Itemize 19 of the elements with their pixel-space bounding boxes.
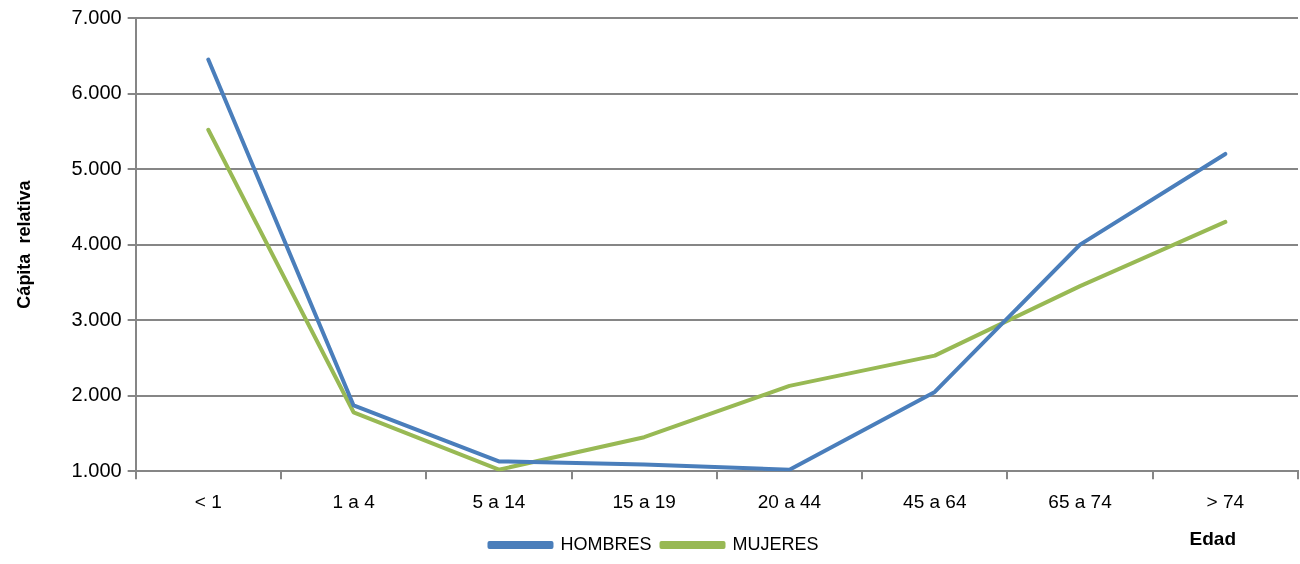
y-tick-label: 6.000 bbox=[71, 81, 122, 104]
legend-label: MUJERES bbox=[732, 533, 819, 554]
x-axis-title: Edad bbox=[1189, 528, 1236, 550]
x-tick-label: > 74 bbox=[1206, 490, 1245, 512]
y-tick-label: 7.000 bbox=[71, 5, 122, 28]
legend-label: HOMBRES bbox=[560, 533, 652, 554]
x-tick-label: 65 a 74 bbox=[1048, 490, 1113, 512]
x-tick-label: < 1 bbox=[194, 490, 222, 512]
y-tick-label: 5.000 bbox=[71, 156, 122, 179]
x-tick-label: 15 a 19 bbox=[612, 490, 676, 512]
x-tick-label: 45 a 64 bbox=[903, 490, 967, 512]
x-tick-label: 1 a 4 bbox=[332, 490, 376, 512]
y-tick-label: 3.000 bbox=[71, 307, 122, 330]
y-tick-label: 2.000 bbox=[71, 383, 122, 406]
x-tick-label: 5 a 14 bbox=[472, 490, 526, 512]
y-tick-label: 4.000 bbox=[71, 232, 122, 255]
y-tick-label: 1.000 bbox=[71, 458, 122, 481]
y-axis-title: Cápita relativa bbox=[13, 179, 34, 309]
x-tick-label: 20 a 44 bbox=[757, 490, 822, 512]
